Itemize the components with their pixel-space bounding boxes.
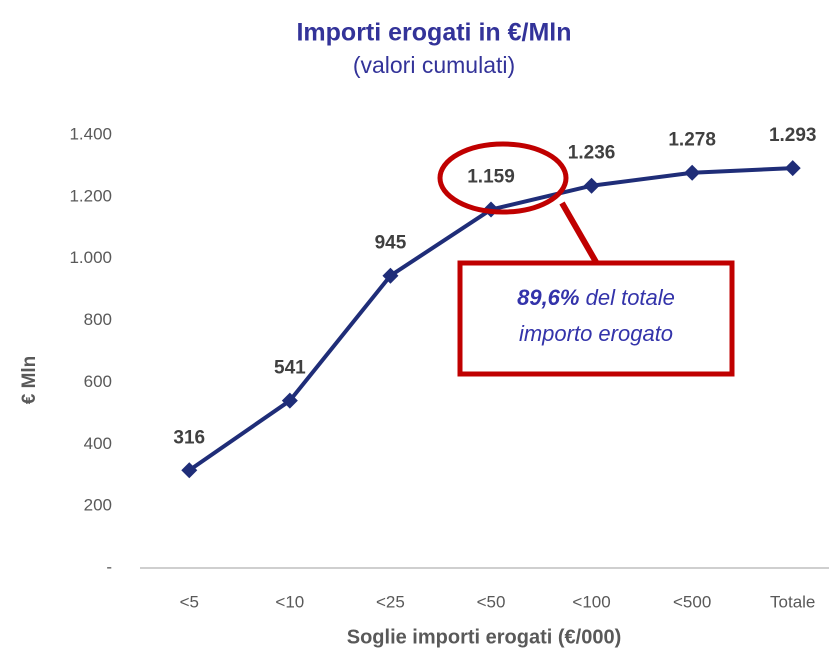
x-tick-label: <10 bbox=[275, 592, 304, 611]
y-tick-label: 800 bbox=[84, 310, 112, 329]
data-label: 1.278 bbox=[668, 130, 716, 151]
x-tick-label: <50 bbox=[477, 592, 506, 611]
x-tick-label: <100 bbox=[572, 592, 610, 611]
y-tick-label: 1.200 bbox=[69, 186, 112, 205]
data-label: 1.159 bbox=[467, 167, 515, 188]
x-axis-label: Soglie importi erogati (€/000) bbox=[347, 626, 622, 648]
y-tick-label: 200 bbox=[84, 496, 112, 515]
y-tick-label: - bbox=[106, 557, 112, 576]
callout-emphasis: 89,6% bbox=[517, 285, 579, 310]
y-tick-label: 1.000 bbox=[69, 248, 112, 267]
x-tick-label: <500 bbox=[673, 592, 711, 611]
y-tick-label: 400 bbox=[84, 434, 112, 453]
callout-box bbox=[457, 260, 735, 377]
callout: 89,6% del totale importo erogato bbox=[437, 141, 735, 377]
data-label: 945 bbox=[375, 233, 407, 254]
marker bbox=[382, 267, 399, 284]
x-tick-label: Totale bbox=[770, 592, 815, 611]
chart-subtitle: (valori cumulati) bbox=[353, 52, 515, 78]
x-tick-label: <5 bbox=[180, 592, 199, 611]
y-axis-label: € Mln bbox=[19, 356, 40, 405]
callout-text: 89,6% del totale bbox=[517, 285, 675, 310]
data-label: 541 bbox=[274, 358, 306, 379]
marker bbox=[181, 462, 198, 479]
chart-title: Importi erogati in €/Mln bbox=[296, 19, 571, 47]
marker bbox=[281, 392, 298, 409]
x-tick-label: <25 bbox=[376, 592, 405, 611]
marker bbox=[784, 160, 801, 177]
plot-area: - 200 400 600 800 1.000 1.200 1.400 <5 <10 <25 <50 <… bbox=[69, 124, 816, 611]
data-label: 1.293 bbox=[769, 125, 817, 146]
marker bbox=[684, 164, 701, 181]
data-label: 316 bbox=[173, 427, 205, 448]
marker bbox=[583, 177, 600, 194]
y-tick-label: 1.400 bbox=[69, 124, 112, 143]
callout-ellipse bbox=[437, 141, 569, 215]
callout-line: importo erogato bbox=[519, 321, 673, 346]
data-label: 1.236 bbox=[568, 143, 616, 164]
y-tick-label: 600 bbox=[84, 372, 112, 391]
callout-line: del totale bbox=[586, 285, 675, 310]
callout-connector bbox=[559, 201, 599, 264]
